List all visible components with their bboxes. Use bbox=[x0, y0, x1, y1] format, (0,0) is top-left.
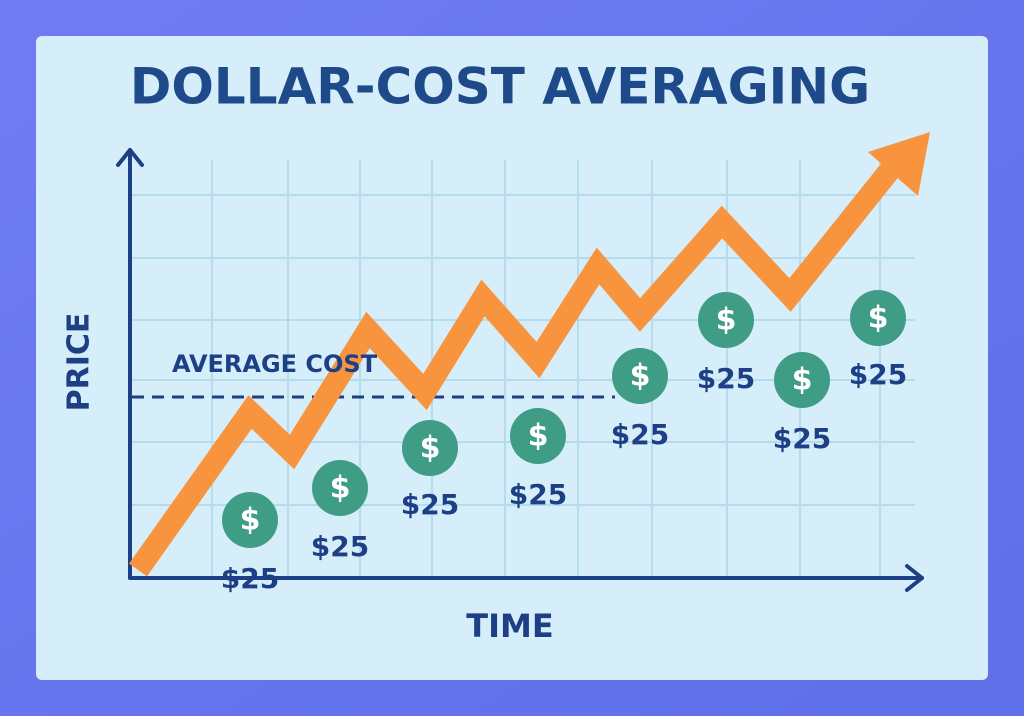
coin-label: $25 bbox=[773, 422, 831, 455]
coin-symbol: $ bbox=[240, 503, 261, 538]
coin bbox=[850, 290, 906, 346]
coin bbox=[698, 292, 754, 348]
coin-symbol: $ bbox=[330, 471, 351, 506]
coin bbox=[222, 492, 278, 548]
coin-label: $25 bbox=[221, 562, 279, 595]
coin-label: $25 bbox=[509, 478, 567, 511]
coin-label: $25 bbox=[849, 358, 907, 391]
coin-label: $25 bbox=[311, 530, 369, 563]
coin bbox=[402, 420, 458, 476]
axes bbox=[116, 148, 924, 592]
coins: $ $25 $ $25 $ $25 $ $25 $ $25 $ $25 $ $25 $ $25 bbox=[221, 290, 907, 595]
title: DOLLAR-COST AVERAGING bbox=[130, 58, 870, 116]
y-axis-label: PRICE bbox=[62, 313, 97, 412]
coin-label: $25 bbox=[611, 418, 669, 451]
coin bbox=[510, 408, 566, 464]
coin-symbol: $ bbox=[630, 359, 651, 394]
x-axis-label: TIME bbox=[466, 607, 553, 645]
coin bbox=[612, 348, 668, 404]
coin bbox=[312, 460, 368, 516]
coin bbox=[774, 352, 830, 408]
coin-symbol: $ bbox=[792, 363, 813, 398]
coin-symbol: $ bbox=[716, 303, 737, 338]
arrow-head bbox=[868, 132, 930, 196]
coin-symbol: $ bbox=[420, 431, 441, 466]
coin-label: $25 bbox=[401, 488, 459, 521]
annotation: AVERAGE COST bbox=[172, 350, 378, 378]
coin-label: $25 bbox=[697, 362, 755, 395]
coin-symbol: $ bbox=[528, 419, 549, 454]
coin-symbol: $ bbox=[868, 301, 889, 336]
price-line bbox=[129, 163, 899, 577]
